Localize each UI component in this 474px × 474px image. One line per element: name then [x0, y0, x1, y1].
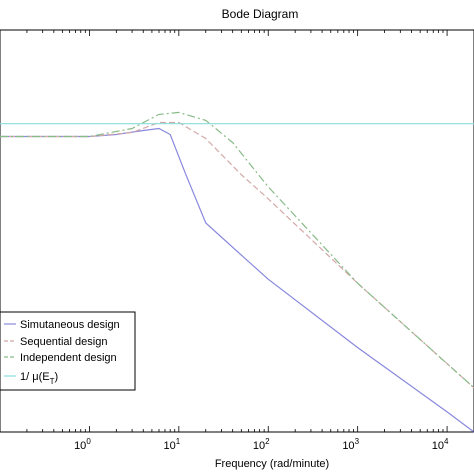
series-line-2 — [0, 121, 474, 389]
legend-label-4: 1/ μ(ET) — [20, 371, 58, 386]
legend-box — [0, 311, 136, 391]
x-axis-ticks: 100 101 102 103 104 — [0, 30, 474, 452]
x-tick-label-base: 10 — [253, 440, 265, 452]
x-tick-label-base: 10 — [74, 440, 86, 452]
legend-label-3: Independent design — [20, 352, 117, 364]
x-tick-label-exp: 3 — [355, 437, 360, 446]
x-tick-label-base: 10 — [432, 440, 444, 452]
x-tick-label-2: 102 — [253, 437, 270, 452]
legend-label-suffix: ) — [54, 371, 58, 383]
x-tick-label-exp: 4 — [444, 437, 449, 446]
series-layer — [0, 111, 474, 433]
legend-label-1: Simutaneous design — [20, 319, 120, 331]
x-tick-label-3: 103 — [342, 437, 359, 452]
x-tick-label-4: 104 — [432, 437, 449, 452]
legend: Simutaneous design Sequential design Indep… — [0, 311, 136, 391]
x-tick-label-exp: 0 — [86, 437, 91, 446]
chart-title: Bode Diagram — [222, 7, 299, 21]
x-tick-label-1: 101 — [163, 437, 180, 452]
x-tick-label-exp: 2 — [265, 437, 270, 446]
legend-entries: Simutaneous design Sequential design Indep… — [4, 319, 120, 386]
legend-label-2: Sequential design — [20, 336, 107, 348]
x-tick-label-base: 10 — [163, 440, 175, 452]
x-tick-label-base: 10 — [342, 440, 354, 452]
plot-frame — [0, 29, 474, 433]
legend-label-subscript: T — [50, 377, 55, 386]
x-axis-title: Frequency (rad/minute) — [215, 458, 329, 470]
legend-label-text: 1/ μ(E — [20, 371, 50, 383]
legend-label-text: Simutaneous design — [20, 319, 120, 331]
x-tick-label-exp: 1 — [176, 437, 181, 446]
series-line-3 — [0, 111, 474, 389]
legend-label-text: Sequential design — [20, 336, 107, 348]
legend-label-text: Independent design — [20, 352, 117, 364]
series-line-1 — [0, 127, 474, 433]
x-tick-label-0: 100 — [74, 437, 91, 452]
